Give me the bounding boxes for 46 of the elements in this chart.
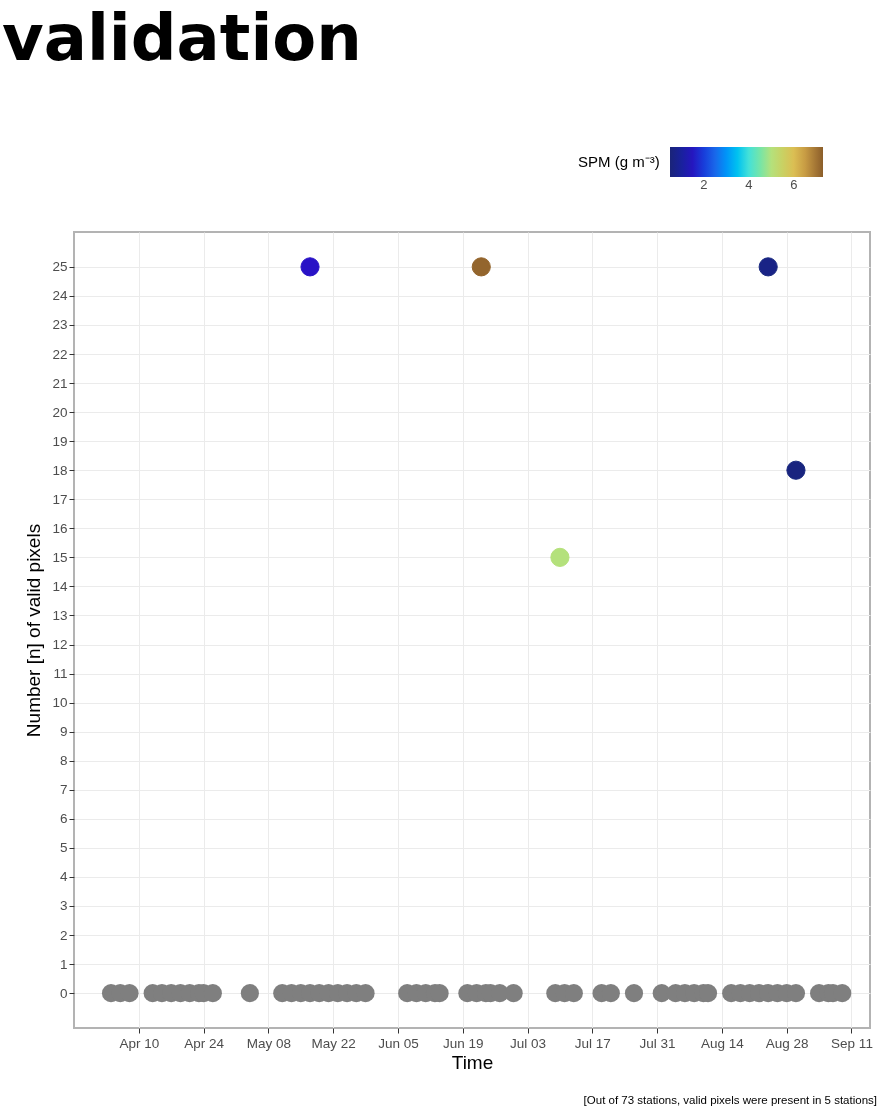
y-tick-label: 23 [52, 317, 68, 333]
y-axis-title: Number [n] of valid pixels [23, 523, 45, 738]
x-tick-label: May 22 [311, 1035, 356, 1051]
y-tick-label: 12 [52, 637, 68, 653]
text: [Out of 73 stations, valid pixels were present in 5 stations] [583, 1094, 877, 1106]
color-bar-label: 2 [700, 177, 708, 192]
y-tick-label: 0 [59, 985, 68, 1001]
y-tick-label: 25 [52, 259, 68, 275]
x-tick-label: Aug 14 [701, 1035, 745, 1051]
y-tick-label: 4 [59, 869, 68, 885]
x-tick-label: Jun 19 [442, 1035, 484, 1051]
x-axis-title: Time [451, 1052, 494, 1073]
y-tick-label: 18 [52, 462, 68, 478]
y-tick-label: 11 [53, 666, 68, 682]
color-bar-label: 4 [745, 177, 753, 192]
chart-title: validation [2, 1, 362, 75]
x-tick-label: Jul 03 [510, 1035, 547, 1051]
y-tick-label: 7 [59, 782, 68, 798]
x-tick-label: Aug 28 [765, 1035, 809, 1051]
x-tick-label: Jun 05 [378, 1035, 419, 1051]
x-tick-label: Apr 10 [119, 1035, 160, 1051]
y-tick-label: 9 [59, 724, 68, 740]
y-tick-label: 17 [52, 491, 68, 507]
x-tick-label: Jul 31 [639, 1035, 676, 1051]
y-tick-label: 3 [59, 898, 68, 914]
y-tick-label: 8 [59, 753, 68, 769]
y-tick-label: 2 [59, 927, 68, 943]
y-tick-label: 19 [52, 433, 68, 449]
y-tick-label: 13 [52, 607, 68, 623]
x-tick-label: May 08 [246, 1035, 292, 1051]
color-bar-label: 6 [790, 177, 798, 192]
y-tick-label: 16 [52, 520, 68, 536]
color-bar-title: SPM (g m⁻³) [578, 153, 660, 170]
y-tick-label: 14 [52, 578, 68, 594]
x-tick-label: Jul 17 [574, 1035, 611, 1051]
y-tick-label: 22 [52, 346, 68, 362]
y-tick-label: 5 [59, 840, 68, 856]
x-tick-label: Sep 11 [831, 1035, 873, 1051]
y-tick-label: 20 [52, 404, 68, 420]
y-tick-label: 15 [52, 549, 68, 565]
y-tick-label: 10 [52, 695, 68, 711]
y-tick-label: 6 [59, 811, 68, 827]
y-tick-label: 1 [59, 956, 68, 972]
x-tick-label: Apr 24 [184, 1035, 225, 1051]
y-tick-label: 24 [52, 288, 68, 304]
y-tick-label: 21 [52, 375, 68, 391]
